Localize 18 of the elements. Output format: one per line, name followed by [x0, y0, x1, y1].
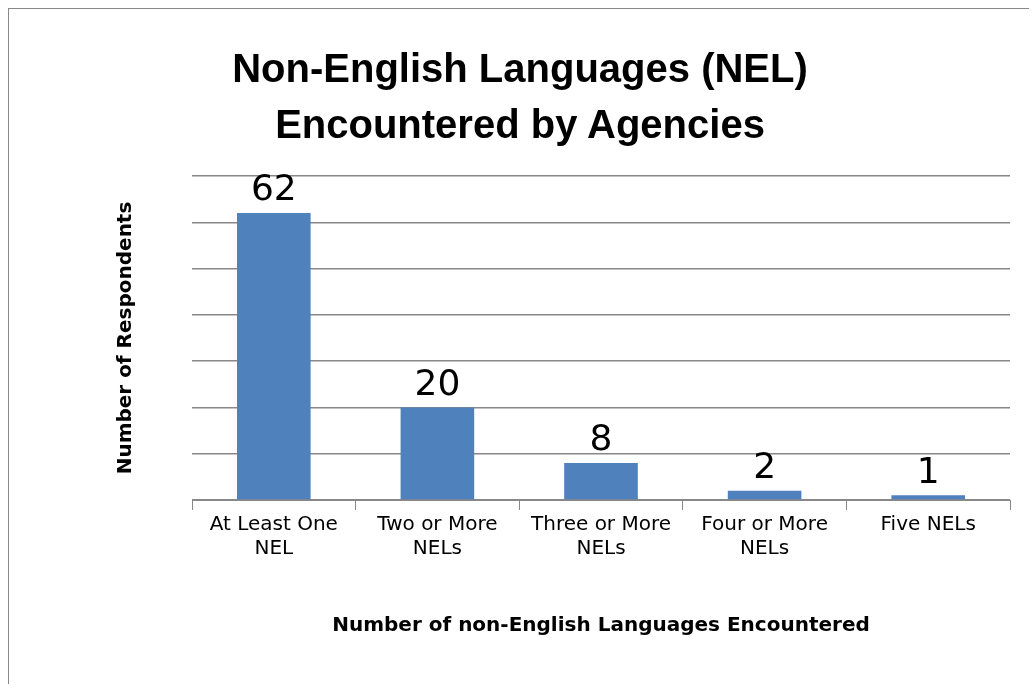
x-tick-label: Four or More NELs [701, 511, 828, 560]
chart-title: Non-English Languages (NEL) Encountered by Agencies [231, 45, 809, 148]
data-label: 1 [916, 449, 940, 491]
x-tick-label: Two or More NELs [376, 511, 498, 560]
bar [236, 213, 311, 500]
data-label: 62 [250, 167, 297, 209]
x-tick-label: Three or More NELs [529, 511, 672, 560]
x-tick-label: Five NELs [880, 511, 976, 536]
bar [891, 495, 966, 500]
data-label: 8 [589, 417, 613, 459]
y-axis-title: Number of Respondents [112, 201, 137, 475]
data-label: 2 [753, 445, 777, 487]
bar [400, 407, 475, 500]
x-axis-title: Number of non-English Languages Encountered [332, 612, 870, 637]
bar [564, 462, 638, 500]
x-tick-label: At Least One NEL [209, 511, 338, 560]
bar [727, 490, 802, 500]
data-label: 20 [414, 361, 461, 403]
